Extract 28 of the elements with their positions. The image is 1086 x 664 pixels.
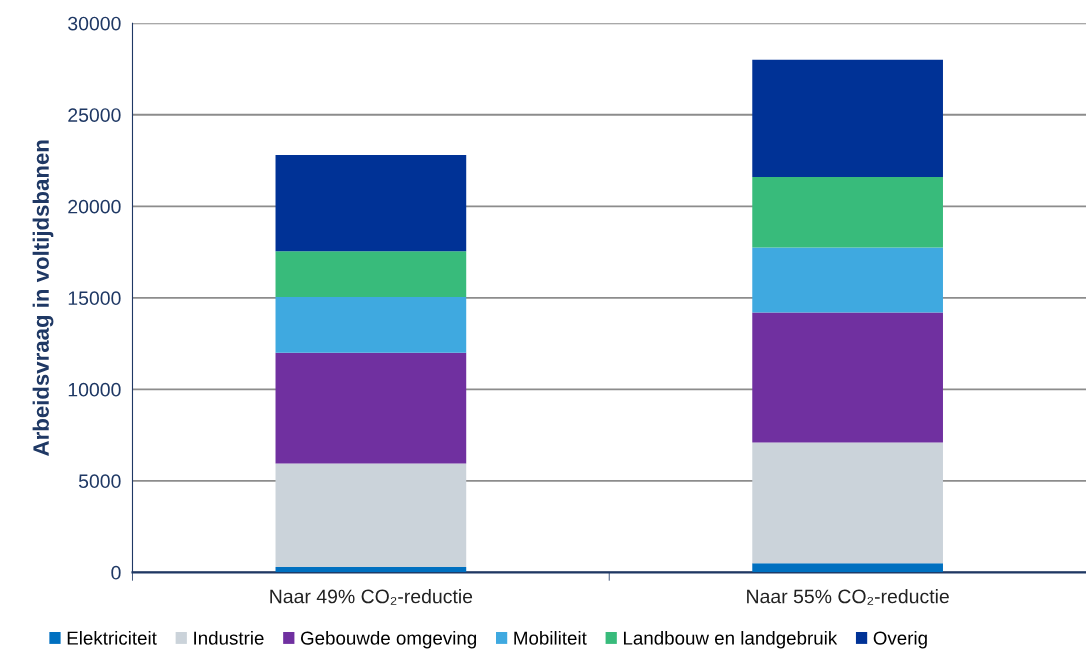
- y-axis-title: Arbeidsvraag in voltijdsbanen: [32, 140, 54, 456]
- bar: [752, 59, 943, 177]
- y-tick-label: 5000: [78, 474, 121, 489]
- bar: [275, 463, 467, 567]
- y-tick-label: 10000: [68, 382, 121, 397]
- x-tick-label: Naar 55% CO₂-reductie: [747, 589, 949, 605]
- legend-label: Gebouwde omgeving: [300, 630, 477, 649]
- y-tick-label: 0: [111, 565, 121, 580]
- y-tick-label: 15000: [68, 291, 121, 306]
- legend-label: Landbouw en landgebruik: [623, 630, 838, 649]
- y-tick-label: 25000: [68, 108, 121, 122]
- legend-label: Overig: [873, 630, 927, 649]
- legend-label: Elektriciteit: [67, 630, 157, 645]
- legend-label: Mobiliteit: [514, 630, 587, 645]
- bar: [752, 312, 943, 443]
- bar: [752, 442, 943, 564]
- bar: [752, 247, 943, 313]
- y-tick-label: 20000: [68, 199, 121, 214]
- bar: [275, 251, 467, 297]
- bar: [275, 296, 467, 353]
- bar: [275, 352, 467, 464]
- bar: [752, 177, 943, 248]
- x-tick-label: Naar 49% CO₂-reductie: [270, 589, 473, 605]
- legend-label: Industrie: [194, 630, 264, 645]
- bar: [275, 155, 467, 252]
- bar: [752, 563, 943, 573]
- bar: [275, 566, 467, 573]
- y-tick-label: 30000: [68, 16, 121, 31]
